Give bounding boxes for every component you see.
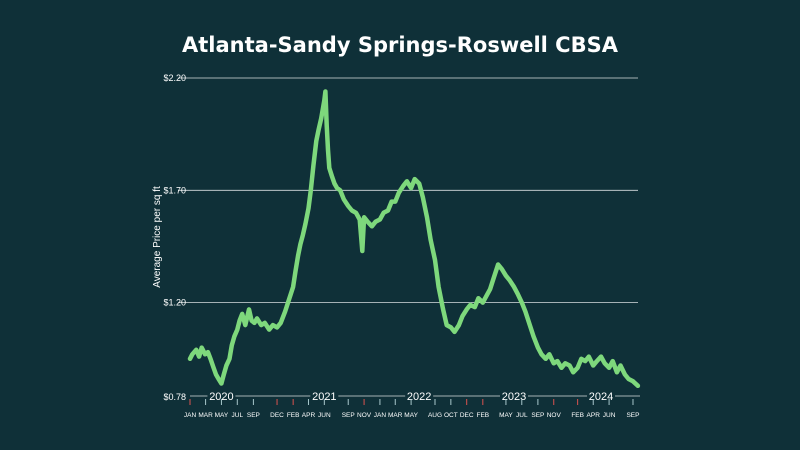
month-tick-label: AUG [428, 412, 442, 419]
grid-lines [178, 77, 638, 304]
month-tick-label: OCT [444, 412, 458, 419]
month-tick-label: MAY [404, 412, 418, 419]
month-tick-label: MAY [215, 412, 229, 419]
year-label: 2020 [209, 391, 233, 403]
month-tick-label: JAN [184, 412, 197, 419]
year-axis: 2020 2021 2022 2023 2024 [190, 391, 640, 403]
month-tick-label: SEP [247, 412, 260, 419]
month-tick-label: DEC [270, 412, 284, 419]
y-axis-label: Average Price per sq ft [152, 186, 163, 288]
month-tick-label: FEB [476, 412, 489, 419]
y-tick-label: $1.70 [163, 185, 186, 195]
month-tick-label: MAR [198, 412, 213, 419]
year-label: 2023 [502, 391, 526, 403]
month-tick-label: JUL [516, 412, 528, 419]
month-tick-label: FEB [571, 412, 584, 419]
y-tick-label: $1.20 [163, 298, 186, 308]
year-label: 2021 [312, 391, 336, 403]
month-tick-label: NOV [547, 412, 562, 419]
year-label: 2022 [407, 391, 431, 403]
month-tick-label: JUL [232, 412, 244, 419]
month-tick-label: SEP [626, 412, 639, 419]
month-axis: JAN MAR MAY JUL SEP DEC FEB APR JUN SEP NOV JAN MAR M… [184, 399, 639, 419]
y-tick-label: $2.20 [163, 73, 186, 83]
month-tick-label: SEP [342, 412, 355, 419]
month-tick-label: FEB [287, 412, 300, 419]
month-tick-label: APR [302, 412, 316, 419]
month-tick-label: DEC [460, 412, 474, 419]
month-tick-label: SEP [531, 412, 544, 419]
month-tick-label: JUN [318, 412, 331, 419]
series-line [187, 89, 641, 389]
month-tick-label: NOV [357, 412, 372, 419]
y-tick-label: $0.78 [163, 392, 186, 402]
year-label: 2024 [589, 391, 613, 403]
month-tick-label: JUN [603, 412, 616, 419]
month-tick-label: APR [587, 412, 601, 419]
y-tick-labels: $0.78 $1.20 $1.70 $2.20 [163, 73, 186, 402]
month-tick-label: JAN [374, 412, 387, 419]
chart-title: Atlanta-Sandy Springs-Roswell CBSA [182, 33, 619, 57]
month-tick-label: MAY [499, 412, 513, 419]
month-tick-label: MAR [388, 412, 403, 419]
